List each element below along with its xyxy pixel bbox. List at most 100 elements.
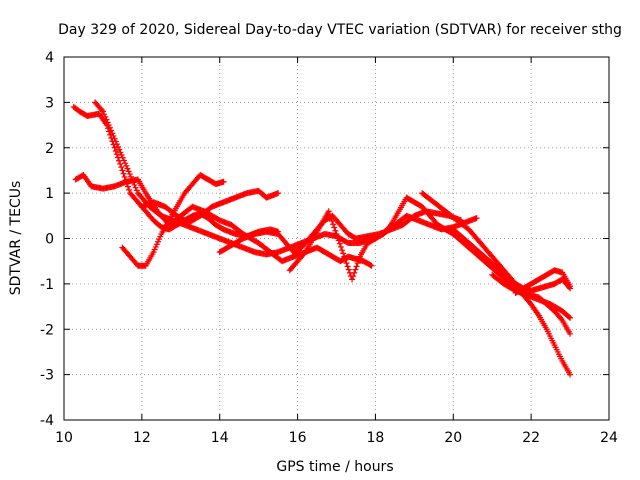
data-point — [351, 269, 358, 276]
data-point — [565, 313, 572, 320]
data-point — [98, 107, 105, 114]
y-tick-label: 0 — [45, 232, 54, 248]
data-point — [330, 221, 337, 228]
data-point — [129, 176, 136, 183]
data-point — [367, 262, 374, 269]
data-point — [386, 223, 393, 230]
y-tick-label: -3 — [40, 368, 54, 384]
data-point — [334, 234, 341, 241]
data-points — [70, 99, 574, 378]
data-point — [105, 122, 112, 129]
data-point — [332, 227, 339, 234]
data-point — [112, 138, 119, 145]
y-tick-label: 1 — [45, 186, 54, 202]
data-point — [368, 262, 375, 269]
data-point — [341, 253, 348, 260]
series-arc-5 — [138, 187, 282, 226]
y-tick-label: 4 — [45, 50, 54, 66]
data-point — [113, 151, 120, 158]
series-arc-11 — [489, 271, 574, 321]
data-point — [117, 149, 124, 156]
data-point — [121, 173, 128, 180]
data-point — [117, 160, 124, 167]
series-arc-7 — [286, 194, 574, 337]
x-tick-label: 22 — [522, 430, 540, 446]
data-point — [275, 190, 282, 197]
data-point — [132, 184, 139, 191]
data-point — [124, 165, 131, 172]
x-tick-labels: 10 12 14 16 18 20 22 24 — [55, 430, 618, 446]
data-point — [327, 214, 334, 221]
data-point — [125, 168, 132, 175]
data-point — [119, 167, 126, 174]
data-point — [333, 230, 340, 237]
data-point — [126, 186, 133, 193]
x-tick-label: 24 — [600, 430, 618, 446]
series-arc-8 — [419, 190, 574, 294]
data-point — [108, 127, 115, 134]
data-point — [127, 173, 134, 180]
data-point — [339, 247, 346, 254]
y-tick-label: 2 — [45, 141, 54, 157]
x-tick-label: 10 — [55, 430, 73, 446]
data-point — [345, 266, 352, 273]
data-point — [473, 215, 480, 222]
data-point — [301, 250, 308, 257]
data-point — [342, 256, 349, 263]
series-arc-4 — [119, 171, 227, 269]
data-point — [567, 371, 574, 378]
y-tick-label: 3 — [45, 95, 54, 111]
x-tick-label: 16 — [289, 430, 307, 446]
data-point — [110, 132, 117, 139]
x-axis-label: GPS time / hours — [276, 459, 393, 475]
data-point — [119, 154, 126, 161]
data-point — [112, 147, 119, 154]
data-point — [102, 113, 109, 120]
chart-title: Day 329 of 2020, Sidereal Day-to-day VTE… — [58, 22, 622, 38]
data-point — [104, 119, 111, 126]
series-arc-3 — [92, 99, 480, 258]
data-point — [352, 266, 359, 273]
data-point — [116, 146, 123, 153]
data-point — [109, 130, 116, 137]
data-point — [124, 183, 131, 190]
data-point — [111, 144, 118, 151]
y-tick-labels: -4 -3 -2 -1 0 1 2 3 4 — [40, 50, 54, 429]
axis-ticks — [63, 56, 610, 421]
x-tick-label: 14 — [211, 430, 229, 446]
data-point — [567, 330, 574, 337]
data-point — [122, 160, 129, 167]
data-point — [118, 164, 125, 171]
data-point — [350, 273, 357, 280]
data-point — [353, 263, 360, 270]
data-point — [120, 170, 127, 177]
data-point — [103, 116, 110, 123]
data-point — [111, 135, 118, 142]
data-point — [118, 152, 125, 159]
data-point — [558, 315, 565, 322]
data-point — [120, 157, 127, 164]
series-arc-9 — [450, 226, 574, 378]
data-point — [340, 250, 347, 257]
data-point — [106, 124, 113, 131]
data-point — [329, 217, 336, 224]
data-point — [344, 263, 351, 270]
data-point — [335, 237, 342, 244]
data-point — [326, 211, 333, 218]
data-point — [337, 243, 344, 250]
data-point — [354, 260, 361, 267]
data-point — [343, 260, 350, 267]
data-point — [336, 240, 343, 247]
data-point — [115, 143, 122, 150]
data-point — [113, 141, 120, 148]
data-point — [349, 276, 356, 283]
data-point — [220, 178, 227, 185]
data-point — [133, 187, 140, 194]
data-point — [567, 314, 574, 321]
data-point — [331, 224, 338, 231]
data-point — [130, 179, 137, 186]
x-tick-label: 12 — [133, 430, 151, 446]
data-point — [126, 171, 133, 178]
y-tick-label: -4 — [40, 413, 54, 429]
